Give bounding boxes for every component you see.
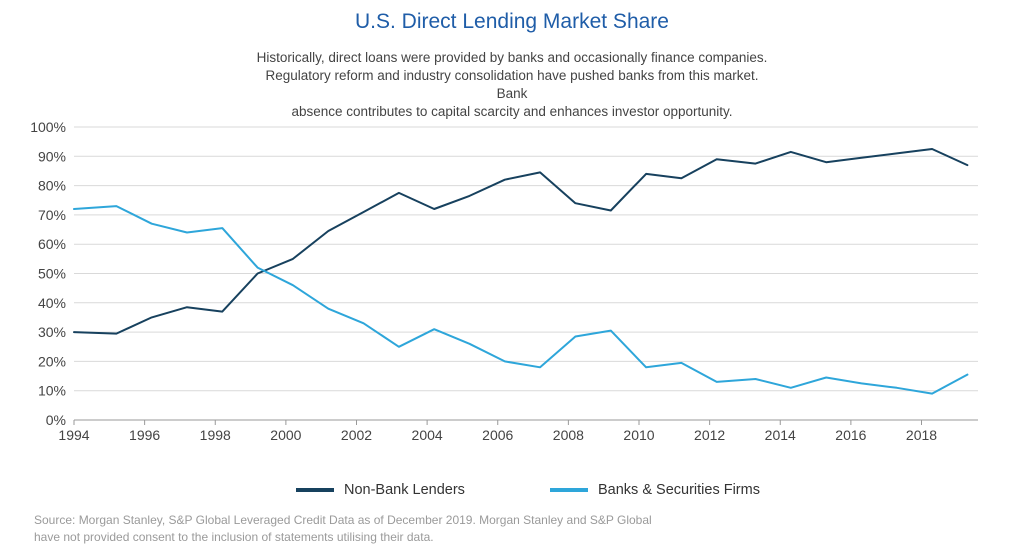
x-tick-label: 2012 [694, 427, 725, 443]
x-tick-label: 1996 [129, 427, 160, 443]
legend-label-nonbank: Non-Bank Lenders [344, 482, 465, 498]
y-tick-label: 100% [30, 119, 66, 135]
y-tick-label: 0% [46, 412, 66, 428]
x-tick-label: 2002 [341, 427, 372, 443]
legend-swatch-nonbank [296, 488, 334, 492]
x-axis-ticks: 1994 1996 1998 2000 2002 2004 2006 2008 2010 2012… [58, 420, 937, 443]
y-tick-label: 50% [38, 266, 66, 282]
series-line-banks [73, 205, 969, 395]
gridlines [74, 126, 978, 421]
x-tick-label: 2006 [482, 427, 513, 443]
x-tick-label: 2014 [765, 427, 796, 443]
y-tick-label: 80% [38, 178, 66, 194]
subtitle-line-3: absence contributes to capital scarcity … [291, 104, 733, 119]
y-tick-label: 90% [38, 148, 66, 164]
y-tick-label: 40% [38, 295, 66, 311]
series-line-nonbank [73, 148, 969, 335]
subtitle-line-1: Historically, direct loans were provided… [256, 50, 768, 65]
x-tick-label: 2000 [270, 427, 301, 443]
y-axis-ticks: 0% 10% 20% 30% 40% 50% 60% 70% 80% 90% 100% [30, 119, 66, 428]
y-tick-label: 10% [38, 383, 66, 399]
y-tick-label: 20% [38, 353, 66, 369]
y-tick-label: 60% [38, 236, 66, 252]
source-line-1: Source: Morgan Stanley, S&P Global Lever… [34, 513, 652, 527]
legend-item-nonbank: Non-Bank Lenders [296, 482, 465, 498]
y-tick-label: 30% [38, 324, 66, 340]
legend-label-banks: Banks & Securities Firms [598, 482, 760, 498]
series-lines [73, 148, 969, 395]
x-tick-label: 2004 [412, 427, 443, 443]
subtitle-line-2: Regulatory reform and industry consolida… [265, 68, 759, 101]
legend-swatch-banks [550, 488, 588, 492]
chart-subtitle: Historically, direct loans were provided… [252, 49, 772, 121]
x-tick-label: 2008 [553, 427, 584, 443]
source-line-2: have not provided consent to the inclusi… [34, 530, 434, 544]
x-tick-label: 2010 [623, 427, 654, 443]
x-tick-label: 2018 [906, 427, 937, 443]
source-note: Source: Morgan Stanley, S&P Global Lever… [34, 512, 714, 546]
x-tick-label: 2016 [835, 427, 866, 443]
x-tick-label: 1994 [58, 427, 89, 443]
chart-title: U.S. Direct Lending Market Share [355, 10, 669, 33]
legend-item-banks: Banks & Securities Firms [550, 482, 760, 498]
y-tick-label: 70% [38, 207, 66, 223]
x-tick-label: 1998 [200, 427, 231, 443]
